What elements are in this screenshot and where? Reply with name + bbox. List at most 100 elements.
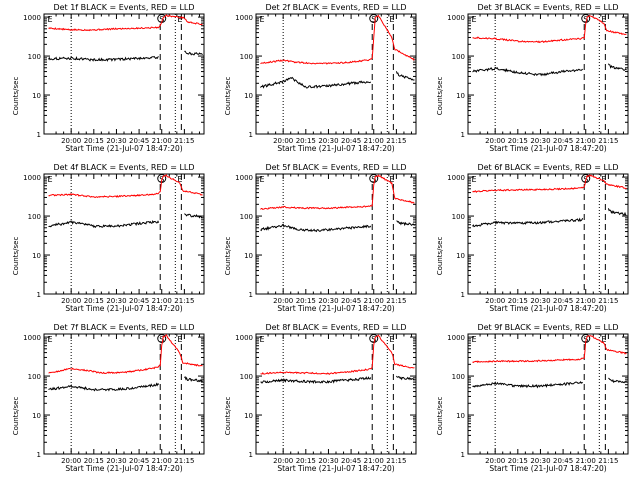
event-marker-label: E <box>601 15 606 24</box>
x-tick-label: 21:00 <box>576 297 596 305</box>
x-tick-label: 20:45 <box>129 297 149 305</box>
x-tick-label: 21:15 <box>598 457 618 465</box>
event-marker-label: E <box>177 175 182 184</box>
x-tick-label: 20:45 <box>341 297 361 305</box>
x-tick-label: 21:00 <box>576 457 596 465</box>
subplot-title: Det 8f BLACK = Events, RED = LLD <box>265 323 406 332</box>
event-marker-label: E <box>389 15 394 24</box>
subplot-title: Det 5f BLACK = Events, RED = LLD <box>265 163 406 172</box>
subplot-det-3: Det 3f BLACK = Events, RED = LLD 1 10 100 10… <box>436 3 629 153</box>
series-events-black <box>48 50 203 62</box>
y-tick-label: 1 <box>461 291 465 299</box>
x-tick-label: 20:15 <box>296 297 316 305</box>
series-events-black <box>472 377 627 389</box>
y-tick-label: 10 <box>244 412 253 420</box>
y-tick-label: 10 <box>32 92 41 100</box>
x-tick-label: 20:00 <box>61 137 81 145</box>
x-tick-label: 20:15 <box>508 457 528 465</box>
series-events-black <box>472 208 627 228</box>
x-tick-label: 21:15 <box>386 457 406 465</box>
event-marker-label: E <box>48 15 53 24</box>
y-tick-label: 1000 <box>23 174 41 182</box>
x-tick-label: 21:15 <box>386 137 406 145</box>
event-marker-label: E <box>601 175 606 184</box>
subplot-title: Det 6f BLACK = Events, RED = LLD <box>477 163 618 172</box>
x-tick-label: 20:30 <box>530 457 550 465</box>
event-marker-label: S <box>371 175 376 184</box>
series-lld-red <box>472 335 627 364</box>
event-marker-label: E <box>389 175 394 184</box>
y-axis-label: Counts/sec <box>12 397 20 436</box>
x-tick-label: 20:00 <box>61 297 81 305</box>
event-marker-label: E <box>260 175 265 184</box>
x-tick-label: 21:00 <box>152 137 172 145</box>
subplot-det-2: Det 2f BLACK = Events, RED = LLD 1 10 100 10… <box>224 3 417 153</box>
x-axis-label: Start Time (21-Jul-07 18:47:20) <box>65 464 182 473</box>
subplot-title: Det 3f BLACK = Events, RED = LLD <box>477 3 618 12</box>
x-tick-label: 20:00 <box>273 137 293 145</box>
axes-frame <box>255 173 417 295</box>
series-events-black <box>472 63 627 77</box>
y-axis-label: Counts/sec <box>12 77 20 116</box>
y-tick-label: 100 <box>240 213 253 221</box>
x-tick-label: 21:15 <box>598 137 618 145</box>
event-marker-label: E <box>472 175 477 184</box>
y-tick-label: 1000 <box>447 174 465 182</box>
x-axis-label: Start Time (21-Jul-07 18:47:20) <box>65 144 182 153</box>
x-tick-label: 20:45 <box>553 137 573 145</box>
event-marker-label: E <box>177 15 182 24</box>
x-tick-label: 20:00 <box>485 297 505 305</box>
axes-frame <box>467 173 629 295</box>
x-axis-label: Start Time (21-Jul-07 18:47:20) <box>65 304 182 313</box>
x-tick-label: 21:00 <box>364 137 384 145</box>
axes-frame <box>467 333 629 455</box>
x-tick-label: 20:00 <box>485 137 505 145</box>
series-lld-red <box>260 14 415 65</box>
y-tick-label: 100 <box>452 213 465 221</box>
x-tick-label: 20:30 <box>106 297 126 305</box>
subplot-det-1: Det 1f BLACK = Events, RED = LLD 1 10 100 10… <box>12 3 205 153</box>
series-lld-red <box>48 14 203 32</box>
x-tick-label: 20:30 <box>318 297 338 305</box>
series-events-black <box>48 375 203 392</box>
y-tick-label: 1000 <box>23 334 41 342</box>
event-marker-label: S <box>159 335 164 344</box>
x-tick-label: 20:15 <box>508 297 528 305</box>
subplot-det-9: Det 9f BLACK = Events, RED = LLD 1 10 100 10… <box>436 323 629 473</box>
y-tick-label: 1 <box>249 451 253 459</box>
x-axis-label: Start Time (21-Jul-07 18:47:20) <box>277 144 394 153</box>
y-tick-label: 1 <box>37 131 41 139</box>
x-tick-label: 20:45 <box>553 457 573 465</box>
subplot-det-5: Det 5f BLACK = Events, RED = LLD 1 10 100 10… <box>224 163 417 313</box>
y-axis-label: Counts/sec <box>436 77 444 116</box>
x-tick-label: 21:00 <box>576 137 596 145</box>
event-marker-label: E <box>260 15 265 24</box>
x-tick-label: 20:00 <box>485 457 505 465</box>
x-tick-label: 20:30 <box>106 137 126 145</box>
event-marker-label: S <box>371 335 376 344</box>
y-tick-label: 10 <box>244 252 253 260</box>
series-events-black <box>48 213 203 229</box>
subplot-title: Det 4f BLACK = Events, RED = LLD <box>53 163 194 172</box>
y-axis-label: Counts/sec <box>224 397 232 436</box>
event-marker-label: E <box>601 335 606 344</box>
x-tick-label: 21:15 <box>174 137 194 145</box>
subplot-det-8: Det 8f BLACK = Events, RED = LLD 1 10 100 10… <box>224 323 417 473</box>
x-tick-label: 21:15 <box>598 297 618 305</box>
series-lld-red <box>472 174 627 194</box>
event-marker-label: E <box>472 335 477 344</box>
axes-frame <box>43 333 205 455</box>
series-lld-red <box>260 334 415 375</box>
y-tick-label: 100 <box>240 53 253 61</box>
subplot-title: Det 7f BLACK = Events, RED = LLD <box>53 323 194 332</box>
y-tick-label: 10 <box>456 412 465 420</box>
event-marker-label: E <box>48 175 53 184</box>
series-lld-red <box>260 174 415 210</box>
x-tick-label: 20:45 <box>129 457 149 465</box>
y-axis-label: Counts/sec <box>12 237 20 276</box>
y-tick-label: 10 <box>456 92 465 100</box>
x-tick-label: 20:15 <box>84 137 104 145</box>
y-tick-label: 1 <box>461 451 465 459</box>
y-tick-label: 10 <box>244 92 253 100</box>
event-marker-label: E <box>260 335 265 344</box>
